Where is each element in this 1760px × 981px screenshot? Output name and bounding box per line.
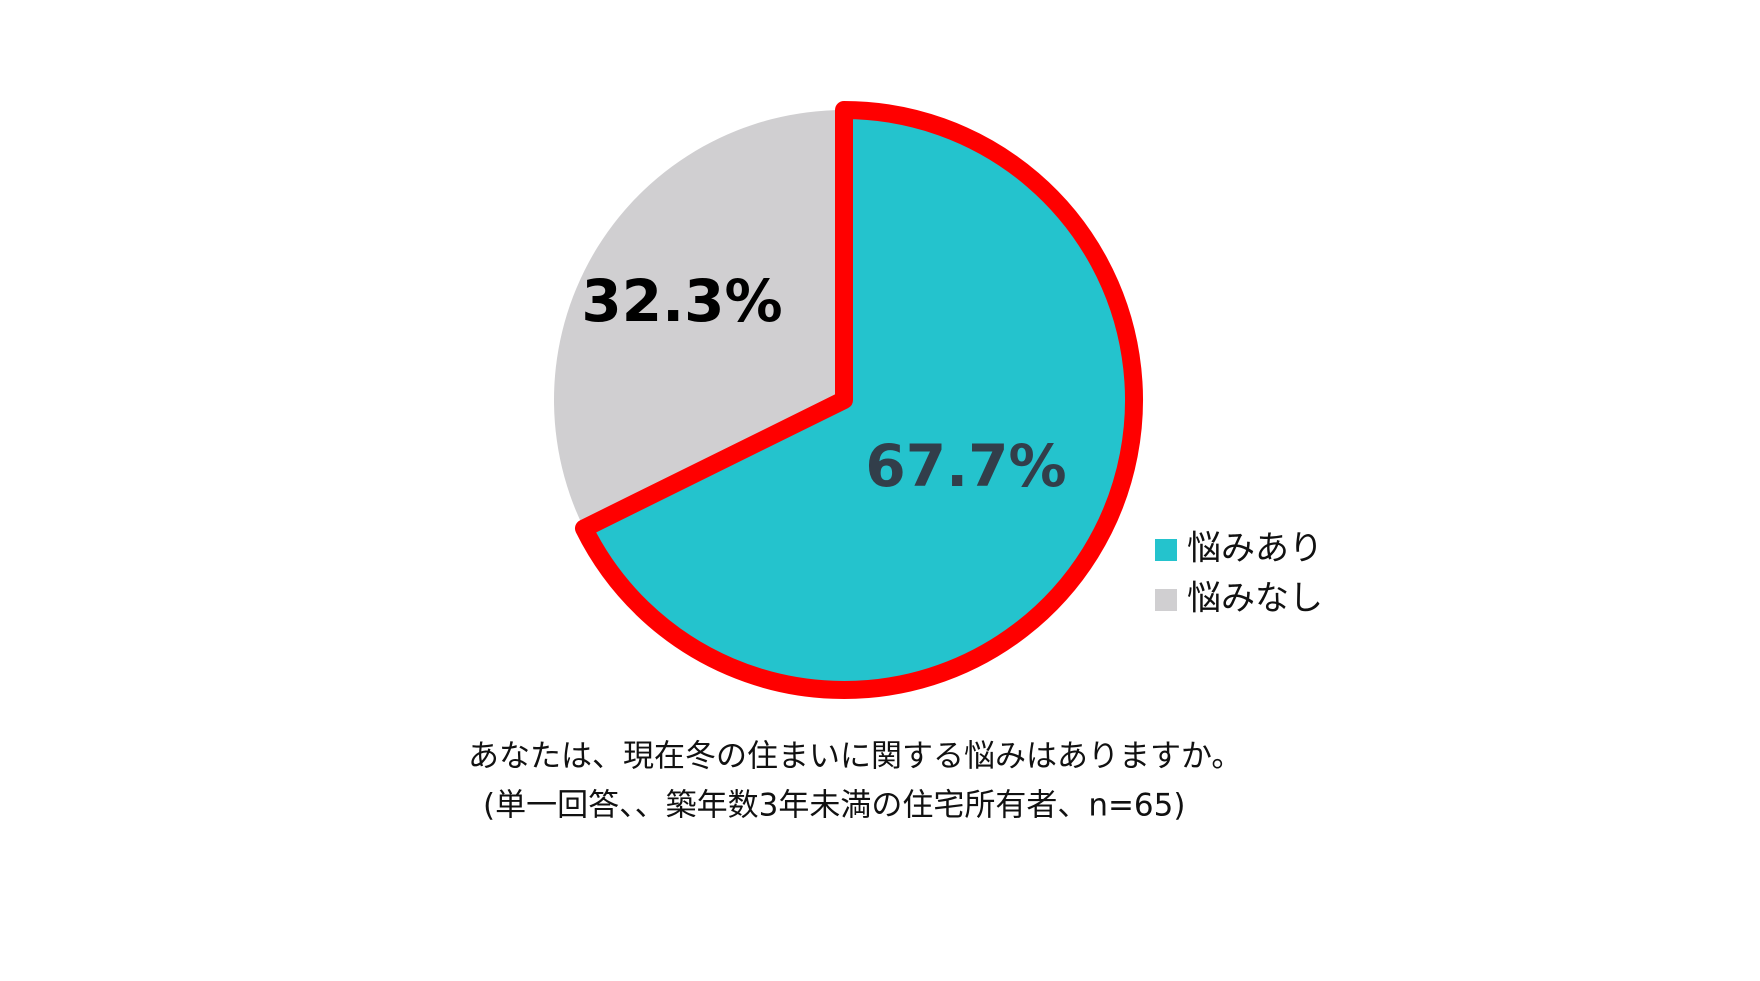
legend-label: 悩みあり	[1187, 529, 1323, 569]
pie-slice	[574, 101, 1143, 699]
value-label: 32.3%	[581, 267, 782, 335]
legend-marker	[1155, 539, 1177, 561]
note-line: あなたは、現在冬の住まいに関する悩みはありますか。	[468, 739, 1242, 775]
legend-marker	[1155, 589, 1177, 611]
legend-label: 悩みなし	[1187, 579, 1323, 619]
pie-slice	[554, 110, 844, 529]
note-line: (単一回答、、築年数3年未満の住宅所有者、n=65)	[483, 788, 1185, 824]
value-label: 67.7%	[865, 432, 1066, 500]
